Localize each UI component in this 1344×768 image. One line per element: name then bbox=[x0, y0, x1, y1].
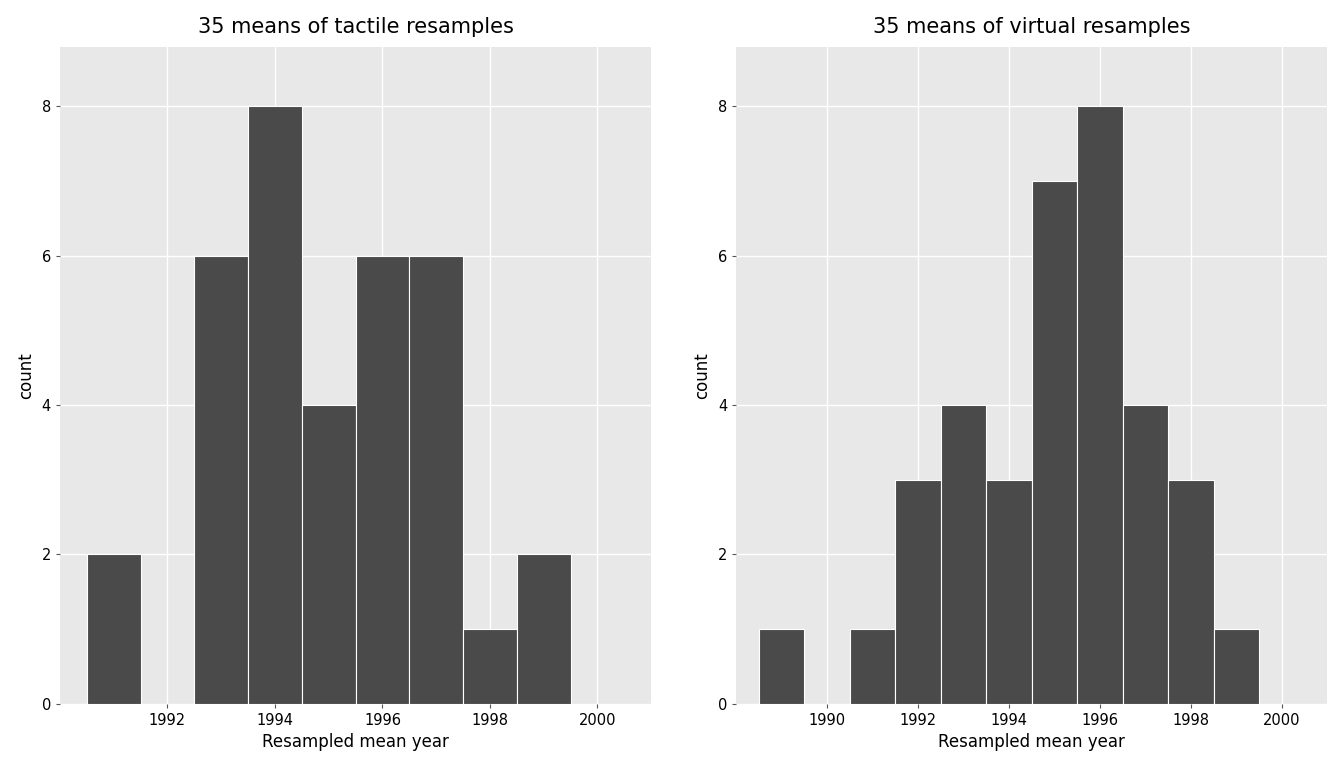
Bar bbox=[1032, 181, 1078, 703]
Bar bbox=[87, 554, 141, 703]
Bar bbox=[356, 256, 410, 703]
X-axis label: Resampled mean year: Resampled mean year bbox=[938, 733, 1125, 751]
Bar bbox=[849, 629, 895, 703]
Y-axis label: count: count bbox=[16, 352, 35, 399]
Bar bbox=[249, 106, 302, 703]
Bar bbox=[410, 256, 464, 703]
Bar bbox=[986, 480, 1032, 703]
Bar bbox=[1168, 480, 1214, 703]
Bar bbox=[759, 629, 805, 703]
Bar bbox=[1122, 405, 1168, 703]
Bar bbox=[302, 405, 356, 703]
Y-axis label: count: count bbox=[694, 352, 711, 399]
Bar bbox=[895, 480, 941, 703]
Bar bbox=[464, 629, 517, 703]
Title: 35 means of tactile resamples: 35 means of tactile resamples bbox=[198, 17, 513, 37]
Title: 35 means of virtual resamples: 35 means of virtual resamples bbox=[874, 17, 1191, 37]
Bar bbox=[195, 256, 249, 703]
Bar bbox=[941, 405, 986, 703]
Bar bbox=[517, 554, 571, 703]
X-axis label: Resampled mean year: Resampled mean year bbox=[262, 733, 449, 751]
Bar bbox=[1214, 629, 1259, 703]
Bar bbox=[1078, 106, 1122, 703]
